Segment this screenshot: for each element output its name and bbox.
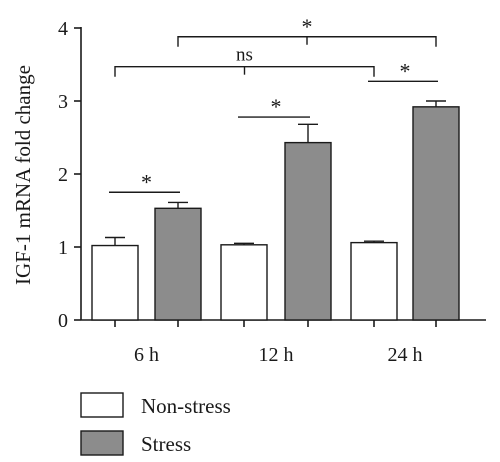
x-tick-label: 24 h (388, 344, 423, 366)
y-tick-label: 0 (58, 310, 68, 332)
legend-label: Stress (141, 432, 191, 456)
significance-label: * (400, 58, 411, 83)
significance-label: * (302, 14, 313, 39)
y-tick-label: 3 (58, 91, 68, 113)
x-tick-label: 6 h (134, 344, 159, 366)
bar-stress (154, 207, 202, 321)
y-tick-label: 1 (58, 237, 68, 259)
bar-non-stress (350, 241, 398, 321)
y-tick-label: 4 (58, 18, 68, 40)
legend-swatch-stress (80, 430, 124, 456)
bar-stress (284, 141, 332, 321)
legend-label: Non-stress (141, 394, 231, 418)
significance-label: ns (236, 45, 253, 66)
significance-label: * (271, 94, 282, 119)
bar-stress (412, 106, 460, 321)
plot-area: 0 1 2 3 4 6 h 12 h 24 h * * * ns * (58, 14, 486, 366)
y-axis-label: IGF-1 mRNA fold change (11, 65, 35, 285)
legend: Non-stress Stress (80, 392, 231, 456)
bar-non-stress (91, 244, 139, 321)
x-tick-label: 12 h (259, 344, 294, 366)
y-tick-label: 2 (58, 164, 68, 186)
bar-non-stress (220, 244, 268, 321)
significance-label: * (141, 169, 152, 194)
legend-swatch-non-stress (80, 392, 124, 418)
